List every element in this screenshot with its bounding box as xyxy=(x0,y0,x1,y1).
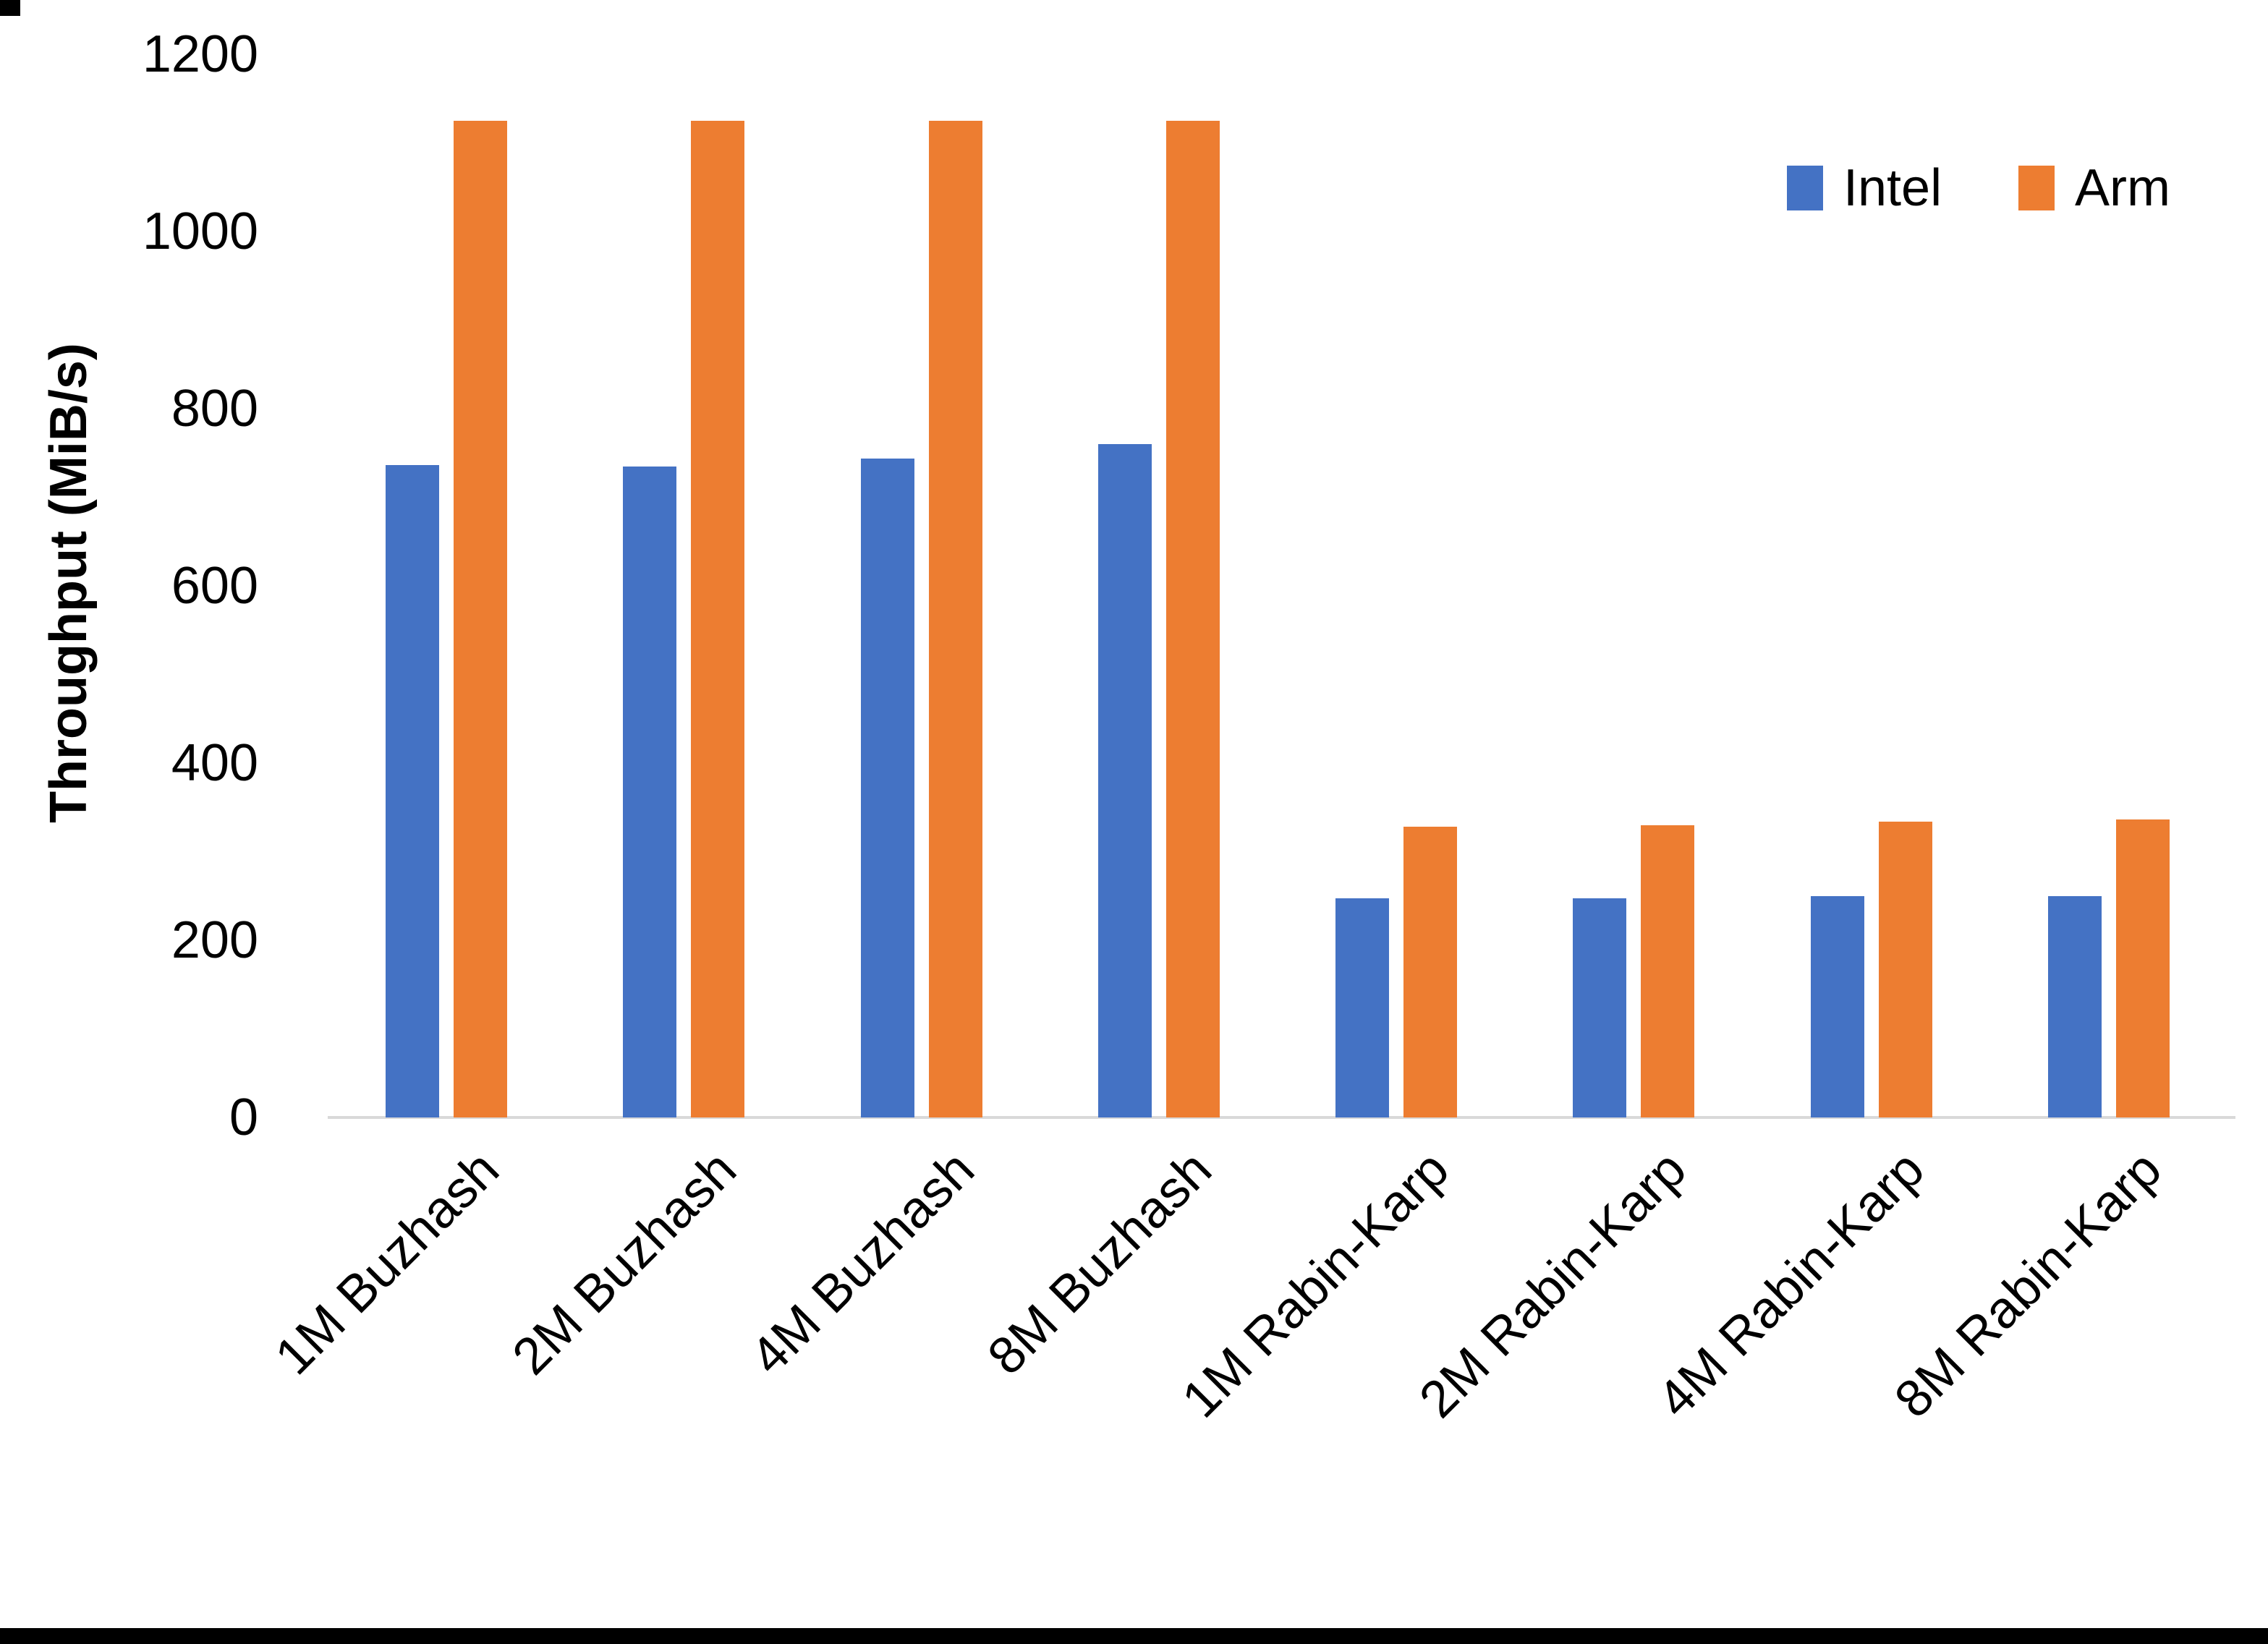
bar-arm-2 xyxy=(691,120,745,1117)
bar-intel-8 xyxy=(2047,895,2102,1117)
bar-intel-2 xyxy=(623,466,677,1117)
page-corner-mark xyxy=(0,0,20,16)
bar-arm-8 xyxy=(2115,819,2170,1117)
y-tick-label: 400 xyxy=(171,734,258,792)
bar-arm-7 xyxy=(1878,821,1932,1117)
legend-swatch-arm xyxy=(2018,166,2055,210)
bar-intel-3 xyxy=(860,458,914,1117)
bar-intel-7 xyxy=(1810,895,1864,1117)
bar-intel-5 xyxy=(1335,898,1390,1117)
y-tick-label: 1000 xyxy=(142,203,258,260)
bar-arm-3 xyxy=(928,120,982,1117)
bar-intel-6 xyxy=(1573,898,1627,1117)
bar-arm-5 xyxy=(1403,827,1458,1117)
legend-label-intel: Intel xyxy=(1843,159,1942,217)
legend-swatch-intel xyxy=(1787,166,1823,210)
legend-label-arm: Arm xyxy=(2075,159,2170,217)
page-bottom-border xyxy=(0,1628,2268,1644)
y-tick-label: 0 xyxy=(229,1089,258,1146)
y-tick-label: 600 xyxy=(171,557,258,615)
bar-intel-4 xyxy=(1097,444,1152,1117)
y-tick-label: 1200 xyxy=(142,25,258,83)
bar-arm-6 xyxy=(1641,825,1695,1117)
x-axis-line xyxy=(328,1116,2235,1119)
y-tick-label: 200 xyxy=(171,911,258,969)
bar-intel-1 xyxy=(386,465,440,1117)
bar-arm-4 xyxy=(1165,120,1220,1117)
bar-arm-1 xyxy=(454,120,508,1117)
y-tick-label: 800 xyxy=(171,380,258,438)
